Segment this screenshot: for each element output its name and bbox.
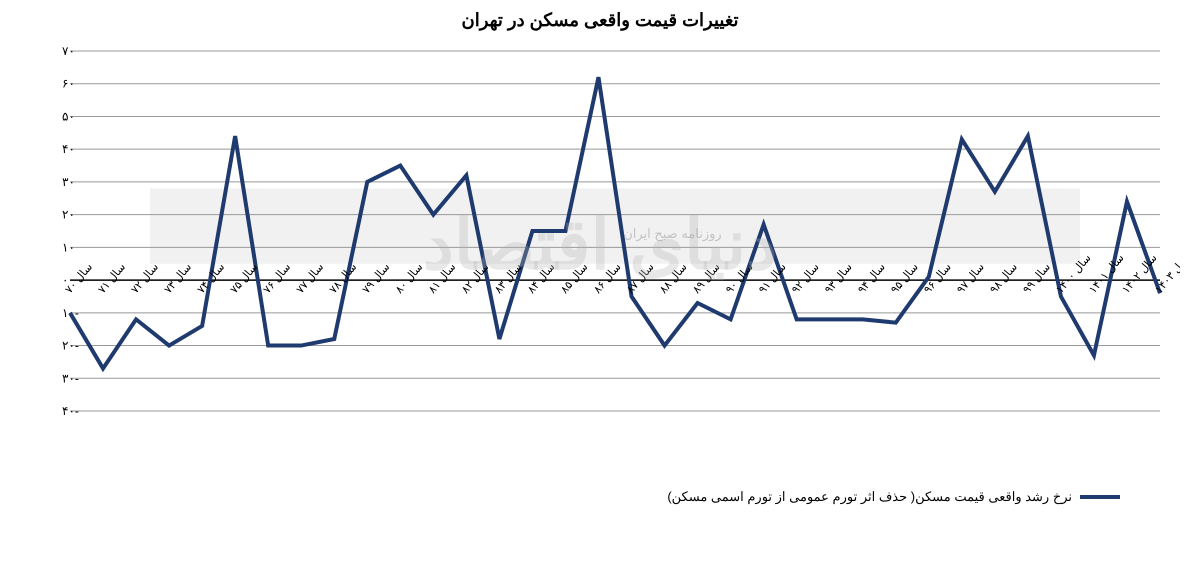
svg-text:سال ۷۷: سال ۷۷ [294, 261, 326, 296]
svg-text:سال ۷۱: سال ۷۱ [96, 261, 128, 296]
legend-label: نرخ رشد واقعی قیمت مسکن( حذف اثر تورم عم… [667, 489, 1072, 505]
svg-text:سال ۸۹: سال ۸۹ [691, 261, 723, 296]
svg-text:سال ۹۴: سال ۹۴ [856, 261, 888, 296]
svg-text:سال ۹۹: سال ۹۹ [1021, 261, 1053, 296]
svg-text:۴ ماهه اول ۱۴۰۳: ۴ ماهه اول ۱۴۰۳ [1153, 230, 1180, 296]
svg-text:-۳۰: -۳۰ [62, 371, 79, 385]
svg-text:سال ۷۳: سال ۷۳ [162, 261, 194, 296]
svg-text:۱۰: ۱۰ [62, 240, 75, 254]
svg-text:۲۰: ۲۰ [62, 208, 75, 222]
svg-text:سال ۷۵: سال ۷۵ [228, 261, 260, 296]
legend-line-swatch [1080, 495, 1120, 499]
svg-text:سال ۹۵: سال ۹۵ [889, 261, 921, 296]
svg-text:سال ۸۵: سال ۸۵ [559, 261, 591, 296]
svg-text:سال ۷۹: سال ۷۹ [360, 261, 392, 296]
chart-container: تغییرات قیمت واقعی مسکن در تهران -۴۰ -۳۰ -… [20, 10, 1180, 546]
svg-text:سال ۷۲: سال ۷۲ [129, 261, 161, 296]
legend: نرخ رشد واقعی قیمت مسکن( حذف اثر تورم عم… [20, 489, 1180, 505]
svg-text:سال ۹۳: سال ۹۳ [823, 261, 855, 296]
svg-text:۷۰: ۷۰ [62, 44, 75, 58]
plot-area: -۴۰-۳۰-۲۰-۱۰۰۱۰۲۰۳۰۴۰۵۰۶۰۷۰سال ۷۰سال ۷۱س… [20, 41, 1180, 481]
svg-text:سال ۹۲: سال ۹۲ [790, 261, 822, 296]
svg-text:۴۰: ۴۰ [62, 142, 75, 156]
svg-text:سال ۷۶: سال ۷۶ [261, 261, 293, 296]
chart-title: تغییرات قیمت واقعی مسکن در تهران [20, 10, 1180, 31]
svg-text:سال ۹۷: سال ۹۷ [955, 261, 987, 296]
svg-text:سال ۹۸: سال ۹۸ [988, 261, 1020, 296]
chart-svg: -۴۰-۳۰-۲۰-۱۰۰۱۰۲۰۳۰۴۰۵۰۶۰۷۰سال ۷۰سال ۷۱س… [20, 41, 1180, 481]
svg-text:سال ۸۱: سال ۸۱ [426, 261, 458, 296]
svg-text:سال ۸۸: سال ۸۸ [658, 261, 690, 296]
svg-text:۵۰: ۵۰ [62, 109, 75, 123]
svg-text:-۴۰: -۴۰ [62, 404, 79, 418]
svg-text:۶۰: ۶۰ [62, 77, 75, 91]
svg-text:-۲۰: -۲۰ [62, 339, 79, 353]
svg-text:سال ۸۰: سال ۸۰ [393, 261, 425, 296]
svg-text:سال ۸۶: سال ۸۶ [592, 261, 624, 296]
svg-text:سال ۸۴: سال ۸۴ [526, 261, 558, 296]
svg-text:۳۰: ۳۰ [62, 175, 75, 189]
